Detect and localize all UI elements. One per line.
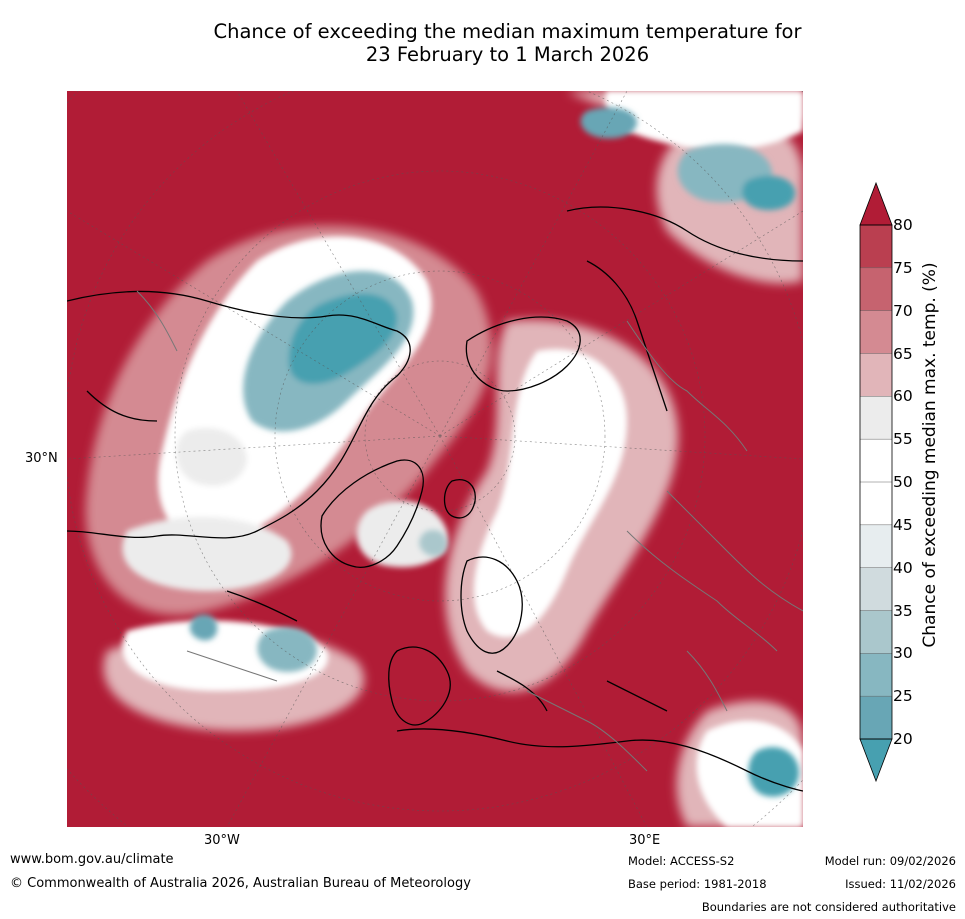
latitude-label-30n: 30°N [25, 451, 58, 466]
title-line-1: Chance of exceeding the median maximum t… [213, 20, 802, 43]
footer-disclaimer: Boundaries are not considered authoritat… [701, 900, 956, 914]
colorbar-tick-80: 80 [893, 216, 913, 234]
colorbar-segment [860, 310, 892, 354]
title-line-2: 23 February to 1 March 2026 [365, 43, 650, 66]
colorbar-tick-45: 45 [893, 515, 913, 534]
colorbar-segment [860, 482, 892, 526]
forecast-map [67, 91, 803, 827]
colorbar-tick-30: 30 [893, 644, 913, 663]
longitude-label-30e: 30°E [629, 833, 661, 848]
colorbar-segment [860, 439, 892, 483]
colorbar-outline [859, 224, 893, 740]
coastlines [67, 206, 803, 792]
colorbar-tick-25: 25 [893, 687, 913, 706]
colorbar-tick-60: 60 [893, 387, 913, 406]
colorbar-tick-65: 65 [893, 344, 913, 363]
country-borders [136, 290, 803, 772]
colorbar-label-text: Chance of exceeding median max. temp. (%… [920, 262, 940, 648]
colorbar-segments [860, 225, 892, 740]
longitude-label-30w: 30°W [204, 833, 240, 848]
colorbar-tick-20: 20 [893, 730, 913, 748]
footer-base-period: Base period: 1981-2018 [628, 877, 767, 891]
map-title: Chance of exceeding the median maximum t… [120, 20, 895, 66]
footer-model-run: Model run: 09/02/2026 [824, 854, 956, 868]
colorbar-segment [860, 610, 892, 654]
colorbar-segment [860, 696, 892, 740]
colorbar-over-arrow [859, 181, 893, 226]
colorbar [859, 181, 893, 783]
footer-copyright: © Commonwealth of Australia 2026, Austra… [10, 876, 471, 891]
colorbar-segment [860, 567, 892, 611]
colorbar-tick-50: 50 [893, 473, 913, 491]
colorbar-segment [860, 524, 892, 568]
colorbar-segment [860, 396, 892, 440]
footer-model: Model: ACCESS-S2 [628, 854, 735, 868]
colorbar-tick-35: 35 [893, 601, 913, 620]
map-canvas [67, 91, 803, 827]
colorbar-segment [860, 353, 892, 397]
colorbar-tick-75: 75 [893, 258, 913, 277]
colorbar-under-arrow [859, 738, 893, 783]
colorbar-tick-55: 55 [893, 430, 913, 449]
below-median-regions [189, 107, 800, 797]
footer-issued: Issued: 11/02/2026 [845, 877, 956, 891]
colorbar-tick-40: 40 [893, 558, 913, 577]
colorbar-segment [860, 653, 892, 697]
colorbar-segment [860, 267, 892, 311]
colorbar-tick-70: 70 [893, 301, 913, 320]
graticule [67, 91, 803, 827]
colorbar-segment [860, 225, 892, 269]
footer-website[interactable]: www.bom.gov.au/climate [10, 852, 174, 867]
